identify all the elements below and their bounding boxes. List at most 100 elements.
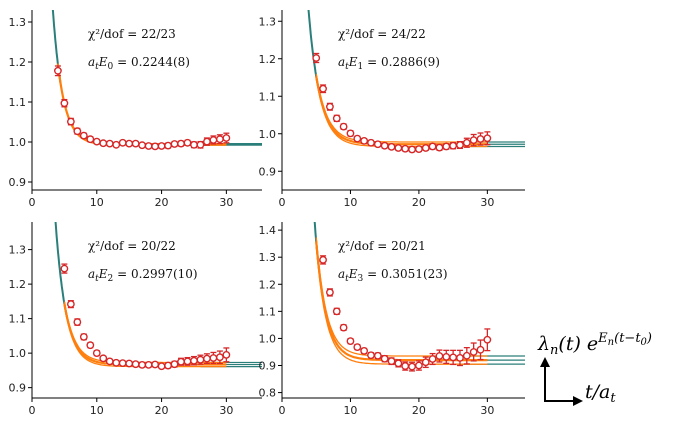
data-point <box>394 144 403 152</box>
data-point <box>373 140 382 149</box>
legend-axes: λn(t) eEn(t−t0) t/at <box>537 331 652 406</box>
x-tick-label: 10 <box>343 196 357 209</box>
data-point <box>360 346 369 355</box>
data-point <box>60 98 69 108</box>
data-point <box>428 352 437 366</box>
data-point <box>346 337 355 346</box>
data-point <box>408 361 416 372</box>
data-point <box>138 141 147 150</box>
energy-annotation: atE3 = 0.3051(23) <box>338 267 448 284</box>
data-point <box>387 142 396 151</box>
data-point <box>435 143 444 152</box>
data-point <box>125 359 134 368</box>
data-point <box>222 347 231 363</box>
fit-curve <box>315 76 488 146</box>
data-point <box>164 141 172 150</box>
data-point <box>415 145 423 154</box>
data-point <box>360 136 369 145</box>
panels: 0.9 1.0 1.1 1.2 1.3 0 10 20 30 χ²/dof = 22/23 atE0… <box>9 10 525 417</box>
plot-area <box>54 222 262 371</box>
data-point <box>401 144 410 153</box>
data-point <box>131 139 140 148</box>
data-point <box>79 131 88 140</box>
data-point <box>401 361 410 371</box>
data-point <box>408 145 416 154</box>
data-point <box>326 288 334 297</box>
energy-annotation: atE2 = 0.2997(10) <box>88 267 198 284</box>
y-tick-label: 0.9 <box>9 382 27 395</box>
chi2-annotation: χ²/dof = 22/23 <box>88 27 176 41</box>
data-point <box>118 138 127 147</box>
data-point <box>428 142 437 151</box>
x-tick-label: 0 <box>279 404 286 417</box>
y-tick-label: 0.9 <box>259 360 277 373</box>
x-tick-label: 30 <box>219 196 233 209</box>
y-tick-label: 0.8 <box>259 387 277 400</box>
data-point <box>456 140 464 150</box>
chi2-annotation: χ²/dof = 24/22 <box>338 27 426 41</box>
data-point <box>60 263 69 274</box>
data-point <box>339 323 348 332</box>
panel-1: 0.9 1.0 1.1 1.2 1.3 0 10 20 30 χ²/dof = 22/23 atE0… <box>9 10 262 209</box>
data-point <box>105 357 114 366</box>
data-point <box>66 117 75 126</box>
y-tick-label: 1.0 <box>259 128 277 141</box>
data-point <box>353 343 362 351</box>
y-tick-label: 1.1 <box>259 305 277 318</box>
energy-annotation: atE1 = 0.2886(9) <box>338 55 440 72</box>
data-point <box>483 328 492 352</box>
y-tick-label: 1.0 <box>259 332 277 345</box>
chi2-annotation: χ²/dof = 20/21 <box>338 239 426 253</box>
data-point <box>151 142 159 151</box>
data-point <box>380 354 389 363</box>
y-tick-label: 1.3 <box>9 244 27 257</box>
data-point <box>215 134 224 145</box>
y-tick-label: 1.2 <box>9 56 27 69</box>
data-point <box>86 135 95 144</box>
data-point <box>105 139 114 148</box>
data-point <box>196 354 205 365</box>
data-point <box>319 255 327 265</box>
panel-2: 0.9 1.0 1.1 1.2 1.3 0 10 20 30 χ²/dof = 24/22 atE1… <box>259 10 525 209</box>
data-point <box>144 360 153 369</box>
data-point <box>144 142 153 150</box>
data-point <box>462 346 471 365</box>
data-point <box>183 356 192 366</box>
x-tick-label: 10 <box>90 404 104 417</box>
data-point <box>190 355 198 366</box>
x-tick-label: 20 <box>412 196 426 209</box>
data-point <box>380 141 389 150</box>
data-point <box>54 65 62 77</box>
data-point <box>319 84 327 94</box>
data-point <box>373 351 382 360</box>
data-point <box>332 307 341 316</box>
fit-curve <box>315 73 488 143</box>
data-point <box>66 300 75 309</box>
y-tick-label: 1.1 <box>9 96 27 109</box>
data-point <box>326 102 334 111</box>
y-tick-label: 1.3 <box>9 16 27 29</box>
y-tick-label: 1.3 <box>259 15 277 28</box>
x-tick-label: 30 <box>480 196 494 209</box>
data-point <box>442 349 451 364</box>
data-point <box>131 360 140 369</box>
y-tick-label: 1.0 <box>9 347 27 360</box>
x-tick-label: 20 <box>155 196 169 209</box>
data-point <box>449 349 458 366</box>
data-point <box>415 360 423 371</box>
data-point <box>339 122 348 131</box>
data-point <box>462 137 471 148</box>
panel-4: 0.8 0.9 1.0 1.1 1.2 1.3 1.4 0 10 20 30 χ²/dof = 20/… <box>259 222 525 417</box>
data-point <box>125 139 134 148</box>
data-point <box>92 349 101 358</box>
x-tick-label: 20 <box>412 404 426 417</box>
y-tick-label: 1.2 <box>259 53 277 66</box>
y-tick-label: 1.1 <box>259 90 277 103</box>
x-tick-label: 0 <box>279 196 286 209</box>
y-tick-label: 1.4 <box>259 224 277 237</box>
data-point <box>177 357 185 366</box>
plot-area <box>313 222 525 372</box>
plot-area <box>51 10 262 151</box>
fit-curve <box>315 241 488 362</box>
